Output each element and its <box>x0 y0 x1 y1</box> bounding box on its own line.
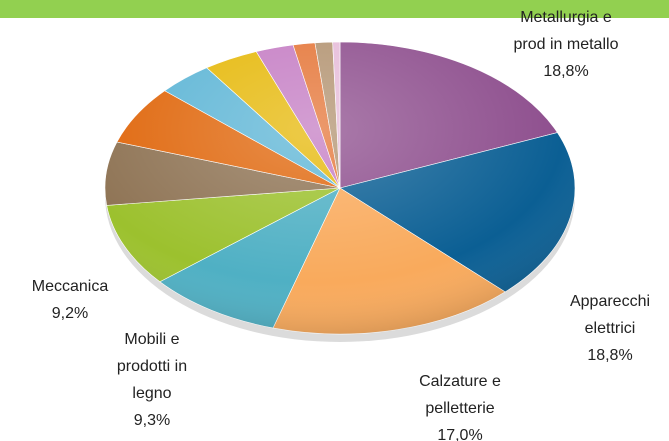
slice-value-label: 9,3% <box>134 412 170 429</box>
slice-label: Meccanica <box>32 278 109 295</box>
slice-label-line: Calzature e <box>419 373 501 390</box>
slice-value-label: 18,8% <box>543 63 588 80</box>
slice-label-line: prodotti in <box>117 358 187 375</box>
slice-label-line: prod in metallo <box>514 36 619 53</box>
slice-label: Calzature e pelletterie <box>419 373 501 417</box>
slice-label-line: Mobili e <box>124 331 179 348</box>
slice-label-line: Apparecchi <box>570 293 650 310</box>
slice-label-line: Metallurgia e <box>520 9 612 26</box>
slice-label: Metallurgia e prod in metallo <box>514 9 619 53</box>
slice-label: Apparecchi elettrici <box>570 293 650 337</box>
slice-value-label: 9,2% <box>52 305 88 322</box>
slice-value-label: 18,8% <box>587 347 632 364</box>
header-bar <box>0 0 669 18</box>
slice-label-line: elettrici <box>585 320 636 337</box>
slice-label-line: legno <box>132 385 171 402</box>
slice-label: Mobili e prodotti in legno <box>117 331 187 402</box>
slice-label-line: pelletterie <box>425 400 494 417</box>
slice-label-line: Meccanica <box>32 278 109 295</box>
slice-value-label: 17,0% <box>437 427 482 441</box>
